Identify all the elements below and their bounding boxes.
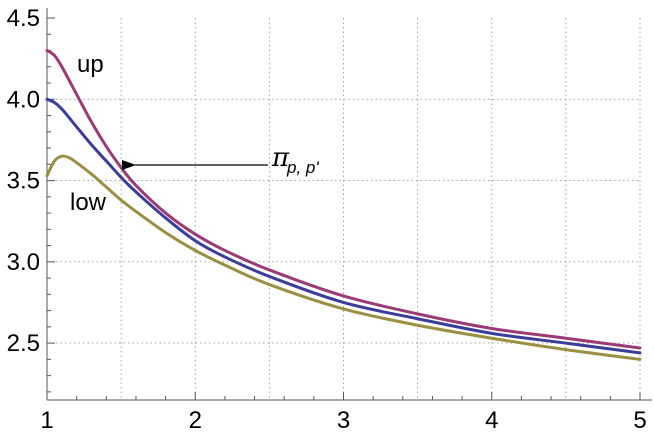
ticks: 1 2 3 4 5 2.5 3.0 3.5 4.0 4.5 [7,5,647,434]
series [45,49,642,361]
y-tick-label: 3.5 [7,168,40,195]
y-tick-label: 3.0 [7,249,40,276]
annotations: up low π p, p' [70,51,319,216]
grid [47,18,641,400]
series-line-up [45,49,642,350]
series-label-up: up [77,51,104,78]
annotation-pi-symbol: π [271,143,290,173]
x-tick-label: 5 [633,407,646,434]
y-tick-label: 4.0 [7,86,40,113]
x-tick-label: 3 [337,407,350,434]
series-label-low: low [70,189,107,216]
series-line-low [45,154,642,361]
y-tick-label: 4.5 [7,5,40,32]
x-tick-label: 4 [485,407,498,434]
series-line-middle [45,97,642,355]
y-tick-label: 2.5 [7,330,40,357]
x-tick-label: 2 [189,407,202,434]
annotation-pi-subscript: p, p' [286,158,319,177]
x-tick-label: 1 [40,407,53,434]
